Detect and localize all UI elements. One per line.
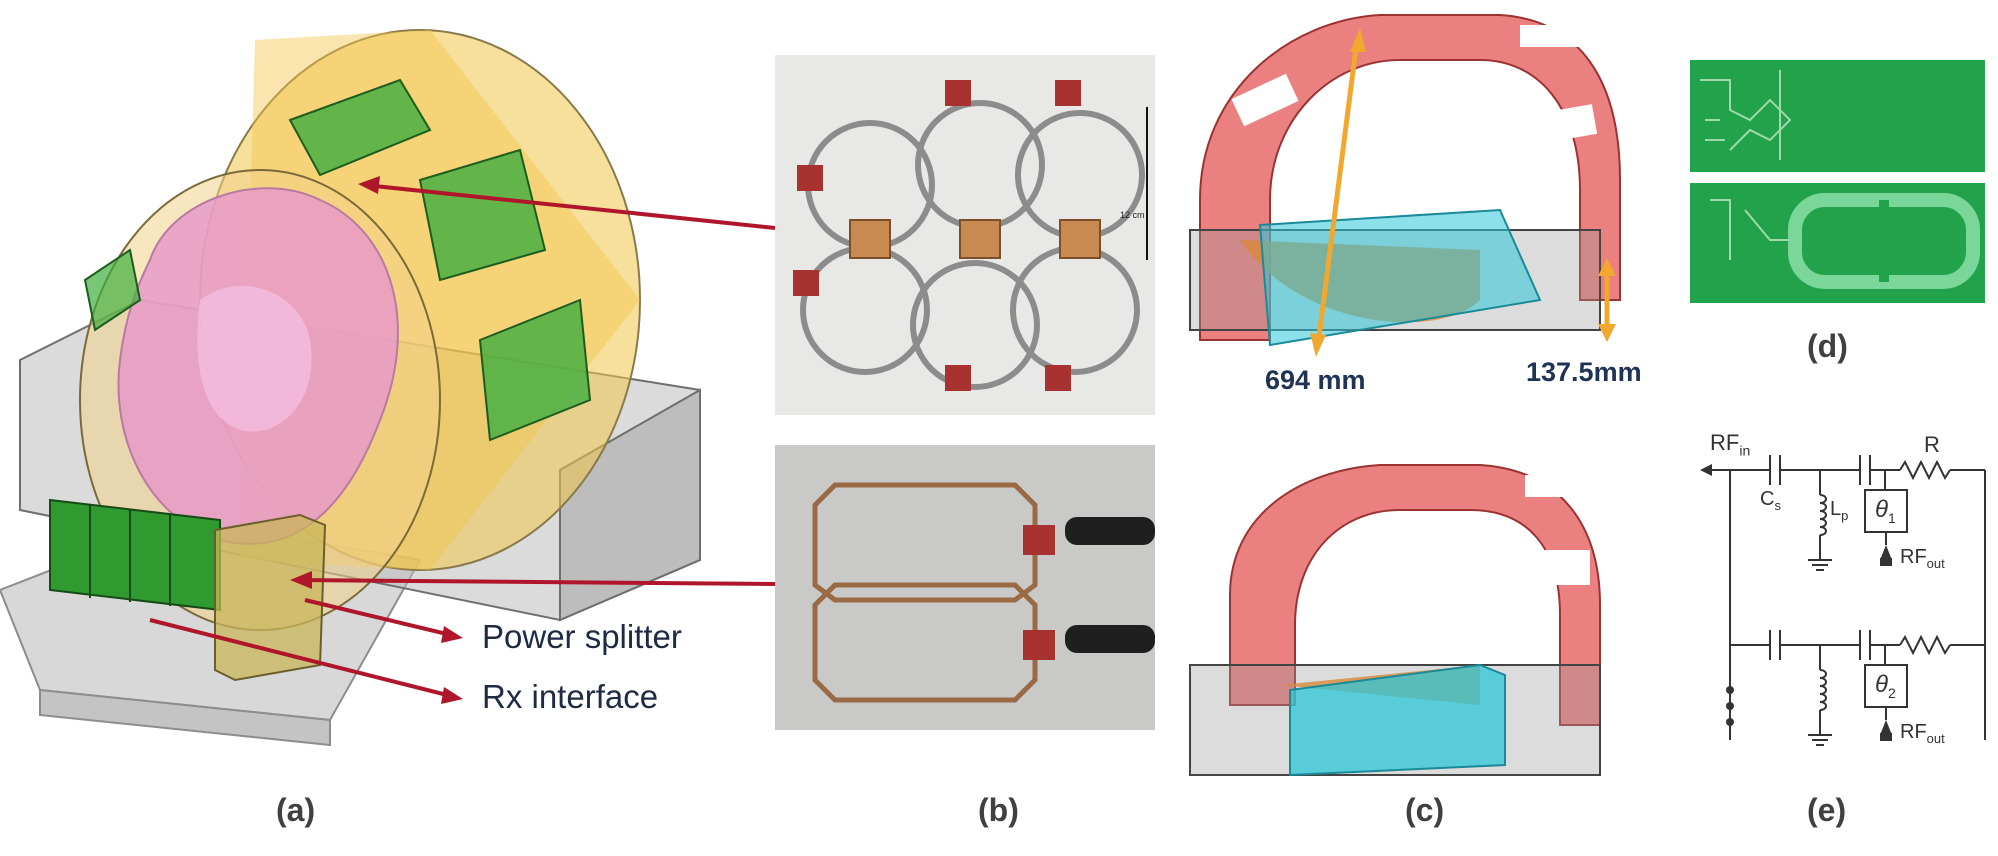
rf-out1-label: RFout — [1900, 546, 1945, 571]
ind-sub: p — [1841, 508, 1849, 523]
rf-out1-sub: out — [1926, 556, 1945, 571]
theta2-label: θ2 — [1875, 671, 1896, 701]
panel-a-label: (a) — [276, 792, 316, 828]
res-label: R — [1924, 432, 1940, 457]
scale-bar-label: 12 cm — [1120, 210, 1145, 220]
theta2-sub: 2 — [1888, 684, 1896, 701]
cap-text: C — [1760, 488, 1775, 510]
ind-label: Lp — [1830, 498, 1848, 523]
cap-sub: s — [1774, 498, 1781, 513]
panel-d: (d) — [1690, 0, 1990, 430]
rf-out2-sub: out — [1926, 731, 1945, 746]
helmet-frame-bottom — [1189, 464, 1601, 777]
rf-out1-text: RF — [1900, 546, 1927, 568]
coil-photo-bottom — [775, 445, 1155, 730]
theta1-label: θ1 — [1875, 496, 1896, 526]
rf-in-label: RFin — [1710, 430, 1750, 458]
ind-text: L — [1830, 498, 1842, 520]
panel-e: RFin Cs Lp R θ1 RFout θ2 RFout (e) — [1690, 410, 1990, 856]
rx-interface-label: Rx interface — [482, 678, 659, 715]
theta1-sub: 1 — [1888, 509, 1896, 526]
panel-c: 694 mm 137.5mm (c) — [1180, 0, 1660, 856]
rf-in-sub: in — [1739, 442, 1751, 459]
helmet-frame-top — [1189, 14, 1621, 357]
panel-c-label: (c) — [1405, 792, 1445, 828]
panel-d-label: (d) — [1807, 328, 1848, 364]
power-splitter-label: Power splitter — [482, 618, 682, 655]
height-dimension: 137.5mm — [1526, 357, 1642, 387]
rf-out2-text: RF — [1900, 721, 1927, 743]
length-dimension: 694 mm — [1265, 365, 1366, 395]
pcb-layout — [1690, 60, 1985, 303]
panel-a: Power splitter Rx interface (a) — [0, 0, 776, 856]
coil-photo-top: 12 cm — [775, 55, 1155, 415]
panel-b: 12 cm (b) — [775, 0, 1155, 856]
theta2-text: θ — [1875, 671, 1889, 698]
panel-e-label: (e) — [1807, 792, 1847, 828]
panel-b-label: (b) — [978, 792, 1019, 828]
theta1-text: θ — [1875, 496, 1889, 523]
cap-label: Cs — [1760, 488, 1781, 513]
rf-out2-label: RFout — [1900, 721, 1945, 746]
coil-array-render — [0, 29, 776, 747]
matching-circuit — [1700, 455, 1986, 746]
rf-in-text: RF — [1710, 430, 1740, 455]
